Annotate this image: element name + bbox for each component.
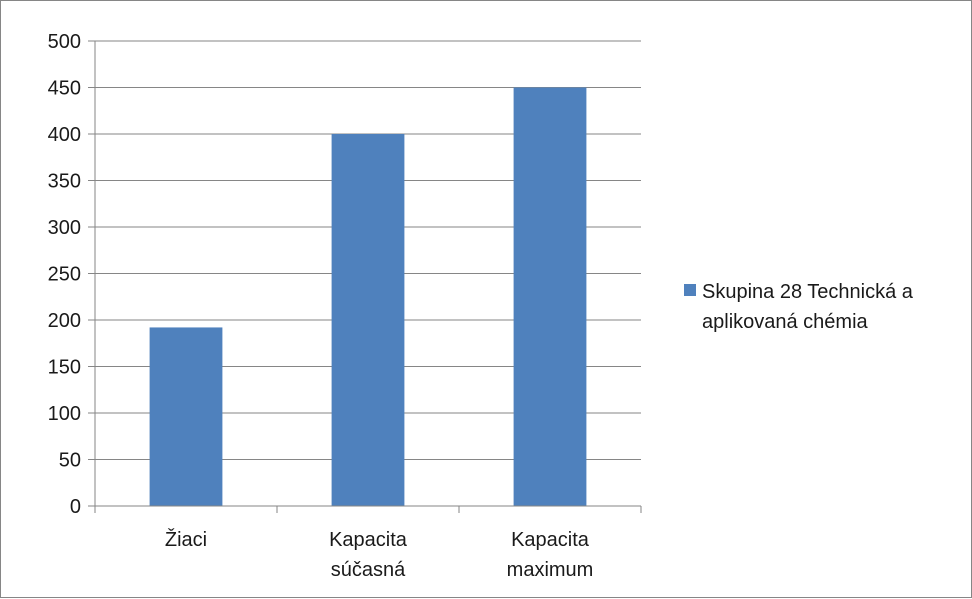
legend: Skupina 28 Technická a aplikovaná chémia [684, 281, 914, 333]
x-tick-label: Kapacita [511, 529, 590, 551]
y-tick-label: 0 [70, 496, 81, 518]
bar [513, 87, 587, 506]
y-tick-label: 400 [48, 124, 81, 146]
x-tick-label: súčasná [331, 559, 406, 581]
bar [149, 327, 223, 506]
y-tick-label: 500 [48, 31, 81, 53]
x-tick-label: Žiaci [165, 528, 207, 551]
y-tick-label: 150 [48, 357, 81, 379]
x-tick-label: Kapacita [329, 529, 408, 551]
axes [88, 40, 642, 513]
bars [149, 87, 587, 506]
y-tick-label: 50 [59, 450, 81, 472]
y-tick-label: 100 [48, 403, 81, 425]
y-tick-label: 450 [48, 78, 81, 100]
x-axis-tick-labels: Žiaci Kapacita súčasná Kapacita maximum [165, 528, 593, 581]
y-tick-label: 200 [48, 310, 81, 332]
y-axis-tick-labels: 0 50 100 150 200 250 300 350 400 450 500 [48, 31, 81, 518]
legend-swatch [684, 284, 696, 296]
y-tick-label: 300 [48, 217, 81, 239]
y-tick-label: 250 [48, 264, 81, 286]
bar [331, 134, 405, 506]
legend-label: Skupina 28 Technická a [702, 281, 914, 303]
y-tick-label: 350 [48, 171, 81, 193]
x-tick-label: maximum [507, 559, 594, 581]
legend-label: aplikovaná chémia [702, 311, 869, 333]
